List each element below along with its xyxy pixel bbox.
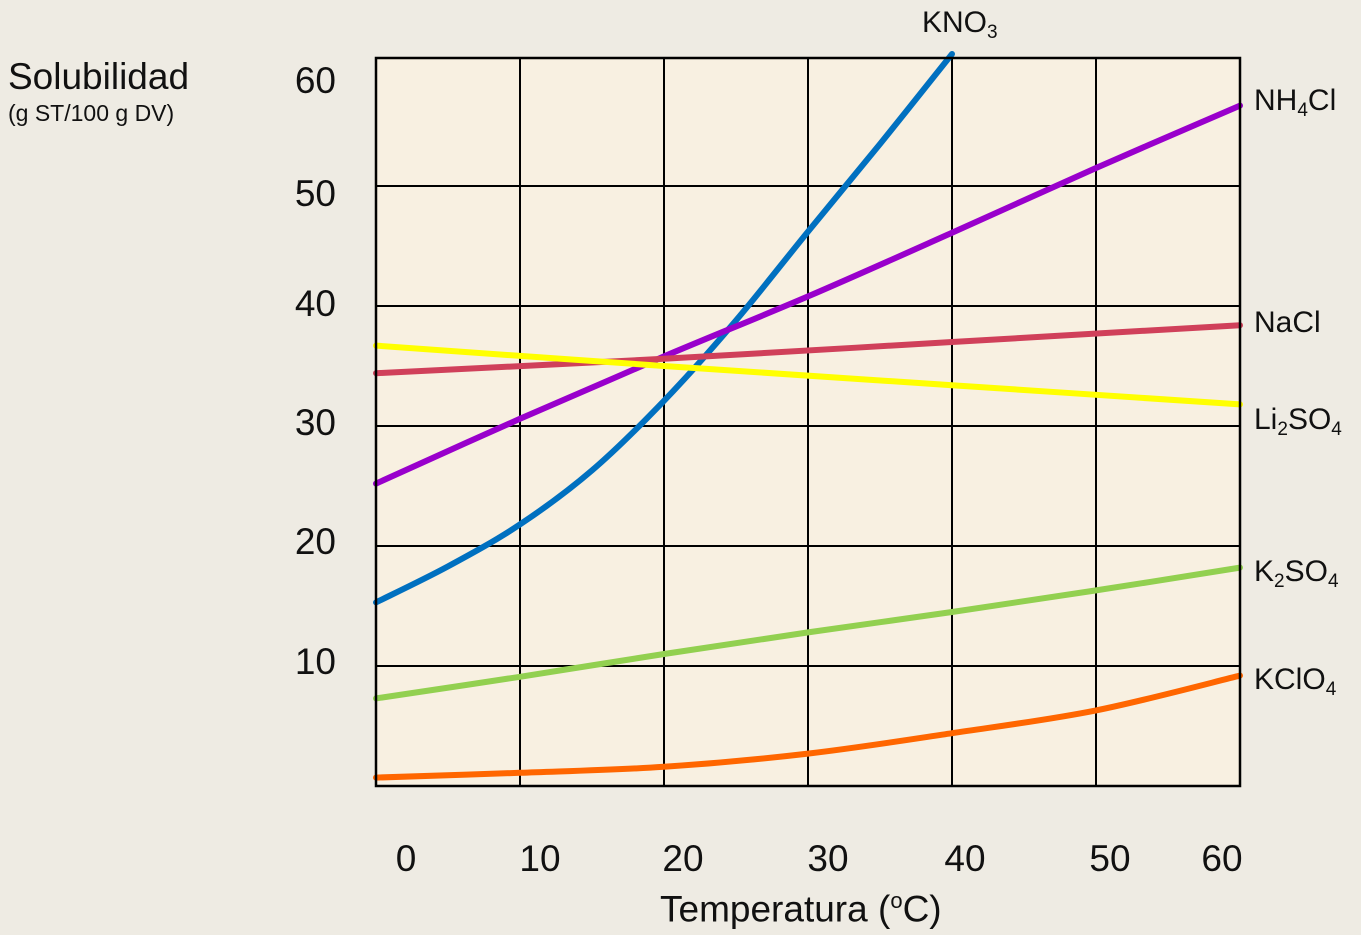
x-tick-label: 60	[1201, 838, 1243, 879]
plot-frame	[374, 56, 1242, 788]
x-axis-unit: C)	[902, 888, 942, 930]
x-tick-label: 0	[395, 838, 417, 879]
y-tick-label: 50	[294, 173, 336, 214]
x-tick-label: 10	[519, 838, 561, 879]
grid-lines	[376, 58, 1240, 786]
series-label-li2so4: Li2SO4	[1254, 403, 1342, 440]
series-label-nh4cl: NH4Cl	[1254, 84, 1337, 121]
y-axis-title: Solubilidad (g ST/100 g DV)	[8, 56, 189, 127]
series-label-kno3: KNO3	[922, 6, 998, 43]
series-line-k2so4	[373, 564, 1243, 702]
y-axis-label: Solubilidad	[8, 56, 190, 97]
y-tick-label: 10	[294, 641, 336, 682]
series-line-kclo4	[373, 672, 1243, 781]
y-axis-unit: (g ST/100 g DV)	[8, 100, 175, 126]
series-lines	[373, 51, 1243, 781]
x-tick-label: 20	[662, 838, 704, 879]
y-tick-label: 20	[294, 521, 336, 562]
series-line-nacl	[373, 322, 1243, 377]
series-line-kno3	[373, 51, 955, 606]
series-label-nacl: NaCl	[1254, 306, 1321, 339]
series-line-nh4cl	[373, 102, 1243, 487]
x-axis-title: Temperatura (oC)	[660, 888, 942, 930]
series-line-li2so4	[373, 342, 1243, 408]
x-tick-label: 40	[944, 838, 986, 879]
x-tick-label: 30	[807, 838, 849, 879]
x-axis-label: Temperatura (	[660, 888, 891, 930]
x-tick-label: 50	[1089, 838, 1131, 879]
series-label-kclo4: KClO4	[1254, 663, 1337, 700]
y-tick-label: 30	[294, 402, 336, 443]
y-tick-label: 40	[294, 283, 336, 324]
y-tick-label: 60	[294, 60, 336, 101]
x-axis-degree: o	[890, 888, 903, 913]
series-label-k2so4: K2SO4	[1254, 555, 1339, 592]
